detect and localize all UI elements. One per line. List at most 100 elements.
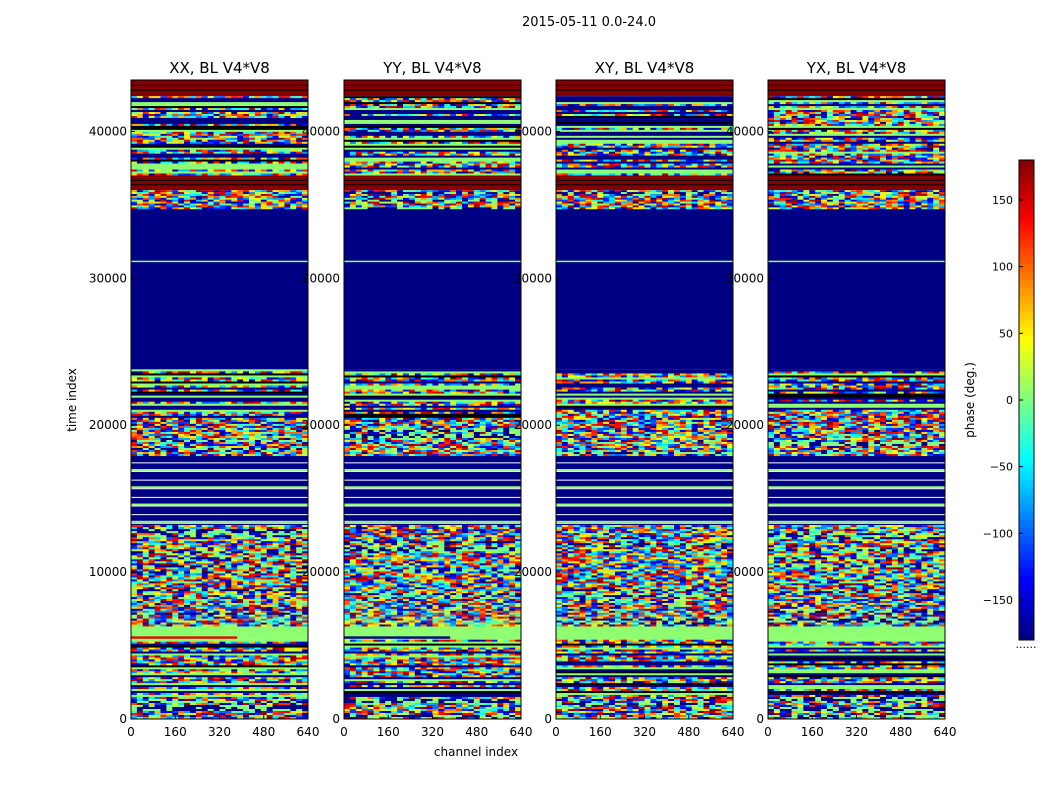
heatmap-cell — [254, 649, 262, 652]
heatmap-cell — [131, 131, 138, 135]
heatmap-cell — [148, 371, 155, 374]
heatmap-cell — [178, 597, 185, 600]
heatmap-cell — [136, 108, 144, 111]
heatmap-cell — [296, 537, 303, 540]
heatmap-cell — [190, 371, 197, 374]
heatmap-cell — [207, 573, 214, 576]
heatmap-cell — [131, 655, 138, 658]
heatmap-cell — [373, 379, 380, 382]
heatmap-cell — [178, 549, 185, 552]
heatmap-cell — [178, 669, 185, 672]
heatmap-cell — [184, 608, 191, 612]
heatmap-cell — [462, 377, 469, 380]
heatmap-cell — [420, 127, 427, 131]
heatmap-cell — [462, 141, 469, 145]
heatmap-cell — [142, 419, 149, 423]
heatmap-cell — [515, 207, 522, 210]
heatmap-cell — [296, 448, 303, 451]
heatmap-cell — [178, 599, 185, 602]
heatmap-cell — [260, 112, 267, 115]
heatmap-cell — [142, 604, 149, 608]
heatmap-cell — [278, 205, 285, 208]
heatmap-cell — [148, 569, 155, 572]
heatmap-cell — [497, 203, 504, 206]
heatmap-cell — [166, 131, 173, 135]
heatmap-cell — [284, 115, 291, 119]
heatmap-cell — [142, 371, 149, 374]
heatmap-cell — [243, 563, 250, 566]
heatmap-cell — [302, 549, 309, 552]
heatmap-cell — [509, 377, 516, 380]
heatmap-cell — [266, 687, 273, 690]
heatmap-cell — [485, 195, 492, 199]
heatmap-cell — [290, 157, 297, 160]
heatmap-cell — [178, 700, 185, 704]
heatmap-cell — [213, 525, 220, 528]
heatmap-cell — [195, 681, 203, 684]
heatmap-cell — [166, 385, 173, 388]
heatmap-cell — [172, 537, 179, 540]
heatmap-cell — [201, 600, 208, 604]
heatmap-cell — [131, 387, 308, 390]
heatmap-cell — [184, 133, 191, 137]
heatmap-cell — [219, 567, 226, 570]
heatmap-cell — [219, 446, 226, 449]
heatmap-cell — [213, 661, 220, 664]
x-tick-label: 320 — [208, 725, 231, 739]
heatmap-cell — [160, 593, 167, 596]
heatmap-cell — [272, 677, 279, 680]
heatmap-cell — [131, 450, 138, 453]
heatmap-cell — [249, 433, 256, 437]
heatmap-cell — [367, 377, 374, 380]
heatmap-cell — [160, 671, 167, 674]
heatmap-cell — [225, 671, 232, 674]
heatmap-cell — [397, 377, 404, 380]
heatmap-cell — [296, 203, 303, 206]
heatmap-cell — [450, 192, 457, 195]
heatmap-cell — [367, 151, 374, 154]
heatmap-cell — [290, 421, 297, 425]
heatmap-cell — [473, 135, 480, 139]
heatmap-cell — [497, 129, 504, 133]
heatmap-cell — [237, 169, 244, 172]
heatmap-cell — [160, 114, 167, 117]
heatmap-cell — [207, 604, 214, 608]
heatmap-cell — [131, 121, 308, 125]
heatmap-cell — [302, 401, 309, 405]
heatmap-cell — [225, 591, 232, 594]
heatmap-cell — [426, 114, 433, 117]
heatmap-cell — [131, 591, 138, 594]
heatmap-cell — [237, 439, 244, 443]
heatmap-cell — [254, 207, 262, 210]
heatmap-cell — [148, 606, 155, 610]
heatmap-cell — [190, 671, 197, 674]
heatmap-cell — [361, 141, 368, 145]
heatmap-cell — [142, 600, 149, 604]
heatmap-cell — [278, 441, 285, 445]
heatmap-cell — [195, 620, 203, 623]
heatmap-cell — [166, 377, 173, 380]
heatmap-cell — [302, 443, 309, 447]
heatmap-cell — [414, 205, 421, 208]
heatmap-cell — [302, 385, 309, 388]
heatmap-cell — [178, 431, 185, 435]
heatmap-cell — [184, 710, 191, 714]
heatmap-cell — [414, 201, 421, 204]
heatmap-cell — [432, 114, 439, 117]
heatmap-cell — [136, 559, 144, 562]
heatmap-cell — [148, 197, 155, 201]
heatmap-image — [344, 80, 522, 720]
heatmap-cell — [225, 710, 232, 714]
heatmap-cell — [154, 559, 161, 562]
heatmap-cell — [148, 700, 155, 704]
heatmap-cell — [420, 163, 427, 166]
heatmap-cell — [278, 591, 285, 594]
heatmap-cell — [284, 681, 291, 684]
heatmap-cell — [344, 375, 521, 378]
heatmap-cell — [225, 606, 232, 610]
heatmap-cell — [184, 649, 191, 652]
heatmap-cell — [485, 197, 492, 201]
heatmap-cell — [131, 411, 138, 415]
heatmap-cell — [131, 379, 138, 382]
heatmap-cell — [213, 581, 220, 584]
